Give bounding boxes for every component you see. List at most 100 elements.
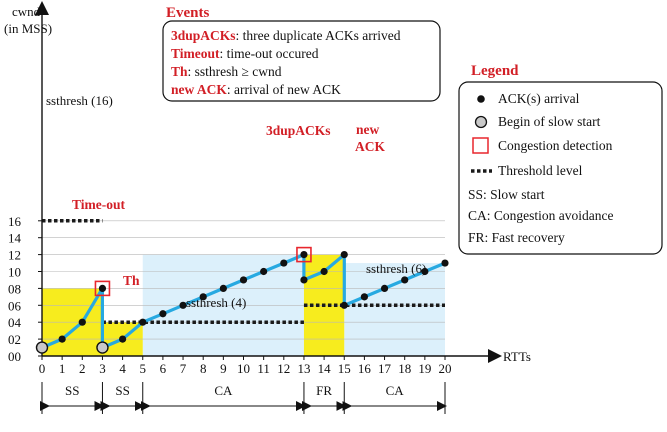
legend-item-slow-start-begin: Begin of slow start xyxy=(498,114,601,129)
slow-start-begin-point-1 xyxy=(96,341,109,354)
ack-point-16 xyxy=(320,267,328,276)
y-tick-label-12: 12 xyxy=(8,248,21,263)
y-tick-label-02: 02 xyxy=(8,332,21,347)
x-tick-label-15: 15 xyxy=(338,361,351,376)
ack-point-20 xyxy=(380,284,389,292)
x-tick-label-7: 7 xyxy=(180,361,187,376)
y-axis-label: cwnd xyxy=(12,4,41,19)
y-tick-label-14: 14 xyxy=(8,231,22,246)
timeout-annotation: Time-out xyxy=(72,197,126,212)
legend-item-ss: SS: Slow start xyxy=(468,187,545,202)
x-tick-label-2: 2 xyxy=(79,361,86,376)
y-tick-label-04: 04 xyxy=(8,315,22,330)
legend-title: Legend xyxy=(471,63,519,79)
x-tick-label-9: 9 xyxy=(220,361,227,376)
phase-label-1: SS xyxy=(115,383,129,398)
x-tick-label-17: 17 xyxy=(378,361,392,376)
ack-point-13 xyxy=(280,259,288,267)
ack-point-15 xyxy=(300,276,308,284)
event-item-3dupacks: 3dupACKs: three duplicate ACKs arrived xyxy=(171,28,401,43)
th-annotation: Th xyxy=(123,273,140,288)
event-item-newack: new ACK: arrival of new ACK xyxy=(171,82,341,97)
red-square-icon xyxy=(472,137,489,154)
legend-item-ca: CA: Congestion avoidance xyxy=(468,208,613,223)
ack-point-12 xyxy=(260,267,268,276)
ack-point-1 xyxy=(58,335,66,343)
ack-point-8 xyxy=(179,301,187,309)
legend-item-congestion-detection: Congestion detection xyxy=(498,138,613,153)
x-tick-label-1: 1 xyxy=(59,361,66,376)
y-axis-unit: (in MSS) xyxy=(4,21,52,36)
y-tick-label-08: 08 xyxy=(8,281,21,296)
series-markers xyxy=(35,246,449,354)
threshold-lines xyxy=(42,219,445,324)
x-tick-label-0: 0 xyxy=(39,361,46,376)
x-tick-label-12: 12 xyxy=(277,361,290,376)
events-title: Events xyxy=(166,5,210,21)
slow-start-begin-point-0 xyxy=(35,341,49,354)
ack-point-22 xyxy=(421,267,429,276)
cwnd-series xyxy=(41,253,446,350)
x-axis-label: RTTs xyxy=(503,349,531,364)
phase-label-0: SS xyxy=(65,383,79,398)
ack-point-18 xyxy=(340,301,348,309)
x-tick-label-8: 8 xyxy=(200,361,207,376)
ssthresh-6-label: ssthresh (6) xyxy=(366,261,426,276)
phase-label-3: FR xyxy=(316,383,332,398)
ack-point-14 xyxy=(300,251,308,259)
congestion-marker-1 xyxy=(296,246,312,263)
black-dot-icon xyxy=(477,95,485,103)
x-ticks: 0 1 2 3 4 5 6 7 8 9 10 11 12 13 14 15 16 17 18 19 20 xyxy=(39,356,452,376)
x-tick-label-11: 11 xyxy=(257,361,270,376)
event-item-th: Th: ssthresh ≥ cwnd xyxy=(171,64,282,79)
x-tick-label-14: 14 xyxy=(318,361,332,376)
legend-item-ack: ACK(s) arrival xyxy=(498,91,580,106)
phase-label-2: CA xyxy=(214,383,233,398)
legend-item-threshold: Threshold level xyxy=(498,163,583,178)
ack-point-7 xyxy=(159,310,167,318)
ack-point-3 xyxy=(98,284,107,292)
x-tick-label-16: 16 xyxy=(358,361,372,376)
phase-brackets: SS SS CA FR CA xyxy=(40,382,447,414)
x-tick-label-19: 19 xyxy=(418,361,431,376)
ack-point-6 xyxy=(139,318,147,326)
y-tick-label-06: 06 xyxy=(8,298,22,313)
congestion-marker-0 xyxy=(94,280,111,297)
events-box: Events 3dupACKs: three duplicate ACKs ar… xyxy=(162,5,441,102)
y-tick-label-10: 10 xyxy=(8,265,21,280)
ack-point-23 xyxy=(441,259,449,267)
y-tick-label-00: 00 xyxy=(8,349,21,364)
x-tick-label-10: 10 xyxy=(237,361,250,376)
legend-item-fr: FR: Fast recovery xyxy=(468,230,565,245)
ack-point-17 xyxy=(340,251,348,259)
legend-box: Legend ACK(s) arrival Begin of slow star… xyxy=(458,63,663,255)
grey-circle-icon xyxy=(474,115,488,129)
ack-point-10 xyxy=(219,284,227,292)
ca-region-1 xyxy=(344,263,445,356)
ack-point-21 xyxy=(401,276,409,284)
x-tick-label-6: 6 xyxy=(160,361,167,376)
ssthresh-16-label: ssthresh (16) xyxy=(46,93,113,108)
x-tick-label-5: 5 xyxy=(140,361,147,376)
legend-frame xyxy=(458,81,663,255)
ssthresh-4-label: ssthresh (4) xyxy=(186,295,246,310)
y-tick-label-16: 16 xyxy=(8,214,22,229)
cwnd-line xyxy=(41,253,446,350)
x-tick-label-4: 4 xyxy=(119,361,126,376)
x-tick-label-3: 3 xyxy=(99,361,106,376)
events-frame xyxy=(162,20,441,102)
ack-point-2 xyxy=(78,318,86,326)
x-tick-label-18: 18 xyxy=(398,361,411,376)
dupacks-annotation: 3dupACKs xyxy=(266,123,331,138)
ack-point-5 xyxy=(119,335,127,343)
x-tick-label-20: 20 xyxy=(439,361,452,376)
ack-point-19 xyxy=(360,293,368,301)
newack-annotation-line1: new xyxy=(356,122,380,137)
phase-label-4: CA xyxy=(386,383,405,398)
x-tick-label-13: 13 xyxy=(297,361,310,376)
ack-point-9 xyxy=(199,293,207,301)
event-item-timeout: Timeout: time-out occured xyxy=(171,46,319,61)
